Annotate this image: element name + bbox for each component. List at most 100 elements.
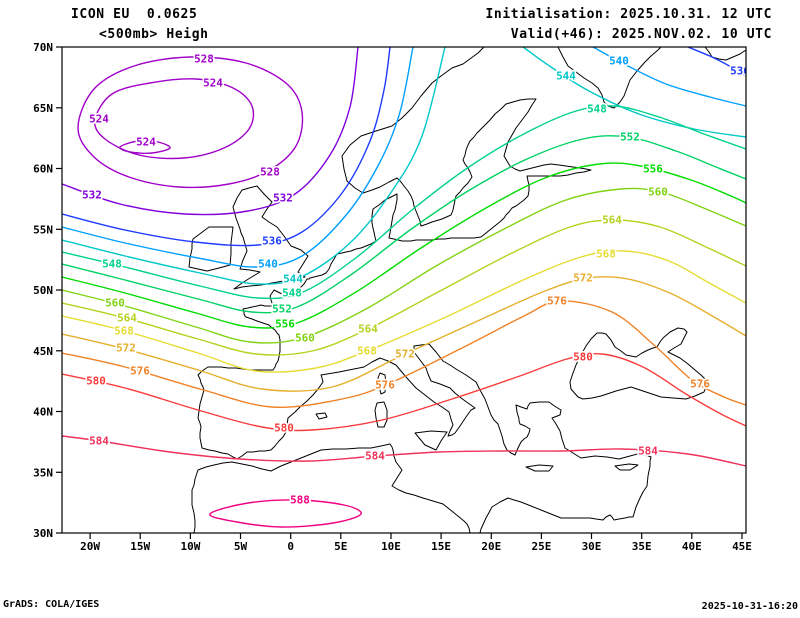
contour-label-576: 576 <box>690 378 710 391</box>
contour-label-560: 560 <box>105 297 125 310</box>
contour-label-548: 548 <box>282 287 302 300</box>
contour-label-564: 564 <box>117 312 137 325</box>
contour-label-548: 548 <box>587 103 607 116</box>
contour-label-532: 532 <box>82 189 102 202</box>
x-tick-label: 15E <box>431 540 451 553</box>
contour-path-584 <box>62 435 746 467</box>
island-corsica <box>377 372 387 395</box>
contour-label-528: 528 <box>194 53 214 66</box>
island-mallorca <box>315 412 328 420</box>
contour-label-544: 544 <box>283 273 303 286</box>
contour-path-588 <box>209 499 362 528</box>
x-axis-ticks: 20W 15W 10W 5W 0 5E 10E 15E 20E 25E 30E 35E 40E 45E <box>80 533 752 553</box>
init-time-label: Initialisation: 2025.10.31. 12 UTC <box>485 7 772 22</box>
contour-path-532 <box>62 47 359 216</box>
contour-label-560: 560 <box>648 186 668 199</box>
contour-label-568: 568 <box>114 325 134 338</box>
contour-path-576 <box>62 300 746 408</box>
y-tick-label: 30N <box>33 527 53 540</box>
contour-path-560 <box>62 187 746 344</box>
contour-label-588: 588 <box>290 494 310 507</box>
contour-label-552: 552 <box>272 303 292 316</box>
contour-label-556: 556 <box>643 163 663 176</box>
x-tick-label: 40E <box>682 540 702 553</box>
contour-path-548 <box>62 105 746 300</box>
contour-label-572: 572 <box>116 342 136 355</box>
contour-label-560: 560 <box>295 332 315 345</box>
island-crete <box>525 464 554 472</box>
field-title: <500mb> Heigh <box>99 27 209 42</box>
contour-label-572: 572 <box>395 348 415 361</box>
contour-path-564 <box>62 219 746 356</box>
contour-label-536: 536 <box>730 65 750 78</box>
island-sicily <box>414 430 448 451</box>
y-axis-ticks: 70N 65N 60N 55N 50N 45N 40N 35N 30N <box>33 41 62 540</box>
valid-time-label: Valid(+46): 2025.NOV.02. 10 UTC <box>510 27 772 42</box>
grads-credit: GrADS: COLA/IGES <box>3 599 100 610</box>
contour-path-540 <box>62 47 414 268</box>
x-tick-label: 5W <box>234 540 248 553</box>
contour-path-580 <box>62 352 746 432</box>
contour-label-564: 564 <box>602 214 622 227</box>
contour-label-552: 552 <box>620 131 640 144</box>
x-tick-label: 5E <box>334 540 347 553</box>
contour-path-540 <box>592 47 746 107</box>
model-title: ICON EU 0.0625 <box>71 7 198 22</box>
contour-path-552 <box>62 135 746 314</box>
contour-label-576: 576 <box>547 295 567 308</box>
contour-label-568: 568 <box>596 248 616 261</box>
contour-lines-layer <box>62 47 746 528</box>
y-tick-label: 55N <box>33 223 53 236</box>
x-tick-label: 20E <box>481 540 501 553</box>
x-tick-label: 10E <box>381 540 401 553</box>
contour-label-540: 540 <box>609 55 629 68</box>
contour-label-548: 548 <box>102 258 122 271</box>
contour-label-524: 524 <box>136 136 156 149</box>
y-tick-label: 45N <box>33 345 53 358</box>
contour-label-528: 528 <box>260 166 280 179</box>
contour-label-544: 544 <box>556 70 576 83</box>
x-tick-label: 10W <box>180 540 200 553</box>
coastline-ne-corner <box>704 47 746 61</box>
plot-frame <box>61 46 747 534</box>
contour-path-556 <box>62 162 746 329</box>
coastline-africa-west <box>191 443 471 533</box>
contour-path-524 <box>119 139 171 154</box>
contour-path-572 <box>62 276 746 392</box>
contour-label-580: 580 <box>573 351 593 364</box>
contour-path-544 <box>62 47 446 285</box>
contour-label-540: 540 <box>258 258 278 271</box>
contour-label-524: 524 <box>203 77 223 90</box>
y-tick-label: 40N <box>33 406 53 419</box>
y-tick-label: 35N <box>33 466 53 479</box>
contour-label-584: 584 <box>638 445 658 458</box>
contour-label-580: 580 <box>274 422 294 435</box>
creation-timestamp: 2025-10-31-16:20 <box>701 601 798 612</box>
contour-label-532: 532 <box>273 192 293 205</box>
contour-path-536 <box>687 47 746 77</box>
contour-label-572: 572 <box>573 272 593 285</box>
contour-label-556: 556 <box>275 318 295 331</box>
contour-label-584: 584 <box>89 435 109 448</box>
coastline-black-sea <box>569 327 708 400</box>
y-tick-label: 60N <box>33 163 53 176</box>
coastline-mainland <box>197 47 652 533</box>
contour-path-544 <box>522 47 746 138</box>
x-tick-label: 0 <box>287 540 294 553</box>
island-cyprus <box>614 463 639 471</box>
contour-label-536: 536 <box>262 235 282 248</box>
y-tick-label: 65N <box>33 102 53 115</box>
y-tick-label: 70N <box>33 41 53 54</box>
x-tick-label: 35E <box>632 540 652 553</box>
contour-path-536 <box>62 47 391 247</box>
contour-label-576: 576 <box>375 379 395 392</box>
contour-label-564: 564 <box>358 323 378 336</box>
contour-label-524: 524 <box>89 113 109 126</box>
contour-path-524 <box>94 78 255 160</box>
x-tick-label: 15W <box>130 540 150 553</box>
coastline-ireland <box>188 226 234 272</box>
contour-path-568 <box>62 250 746 373</box>
